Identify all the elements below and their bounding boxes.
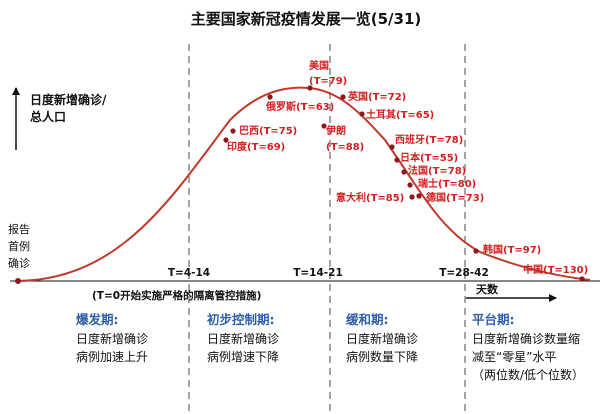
country-label-germany: 德国(T=73)	[425, 191, 484, 204]
country-label-japan: 日本(T=55)	[400, 151, 458, 164]
origin-label-line1: 报告	[8, 222, 30, 236]
marker-usa	[307, 85, 313, 91]
country-label-uk: 英国(T=72)	[347, 90, 406, 103]
country-label-switzerland: 瑞士(T=80)	[418, 177, 476, 190]
marker-korea	[473, 248, 479, 254]
country-label-turkey: 土耳其(T=65)	[366, 108, 434, 121]
marker-iran	[321, 123, 327, 129]
marker-japan	[394, 157, 400, 163]
marker-germany	[416, 193, 422, 199]
phase-plateau-desc-3: （两位数/低个位数）	[472, 367, 584, 382]
diagram-title: 主要国家新冠疫情发展一览(5/31)	[191, 10, 422, 28]
marker-brazil	[230, 128, 236, 134]
origin-point	[15, 278, 21, 284]
country-label-usa-t: (T=79)	[309, 76, 347, 87]
y-axis-label-line2: 总人口	[30, 109, 66, 124]
time-mark-2: T=14-21	[293, 267, 343, 279]
country-label-iran-t: (T=88)	[326, 142, 364, 153]
country-label-india: 印度(T=69)	[227, 140, 285, 153]
marker-france	[401, 169, 407, 175]
phase-outbreak-desc-2: 病例加速上升	[76, 349, 148, 364]
phase-ease-name: 缓和期:	[346, 312, 389, 327]
marker-italy	[409, 194, 415, 200]
marker-china	[579, 276, 585, 282]
time-mark-1: T=4-14	[168, 267, 210, 279]
x-axis-label: 天数	[476, 282, 499, 296]
phase-control-desc-1: 日度新增确诊	[207, 331, 279, 346]
country-label-korea: 韩国(T=97)	[483, 243, 541, 256]
marker-switzerland	[407, 182, 413, 188]
phase-outbreak-desc-1: 日度新增确诊	[76, 331, 148, 346]
phase-ease-desc-2: 病例数量下降	[346, 349, 418, 364]
country-label-usa: 美国	[309, 59, 329, 72]
marker-spain	[389, 144, 395, 150]
origin-label-line2: 首例	[8, 239, 30, 253]
phase-control-desc-2: 病例增速下降	[207, 349, 279, 364]
phase-plateau-name: 平台期:	[472, 312, 515, 327]
marker-uk	[340, 94, 346, 100]
phase-outbreak-name: 爆发期:	[76, 312, 119, 327]
time-mark-3: T=28-42	[439, 267, 489, 279]
country-label-spain: 西班牙(T=78)	[395, 133, 463, 146]
country-label-russia: 俄罗斯(T=63)	[265, 100, 334, 113]
country-label-iran: 伊朗	[325, 124, 346, 137]
phase-plateau-desc-2: 减至“零星”水平	[472, 350, 556, 364]
marker-india	[223, 137, 229, 143]
country-label-france: 法国(T=78)	[408, 164, 466, 177]
quarantine-note: (T=0开始实施严格的隔离管控措施)	[92, 289, 261, 302]
epidemic-curve	[17, 86, 591, 282]
origin-label-line3: 确诊	[8, 256, 30, 270]
phase-control-name: 初步控制期:	[207, 312, 275, 327]
phase-plateau-desc-1: 日度新增确诊数量缩	[472, 331, 580, 346]
country-label-brazil: 巴西(T=75)	[239, 125, 297, 137]
y-axis-label-line1: 日度新增确诊/	[30, 92, 107, 107]
marker-turkey	[359, 111, 365, 117]
phase-ease-desc-1: 日度新增确诊	[346, 331, 418, 346]
country-label-italy: 意大利(T=85)	[336, 191, 404, 204]
marker-russia	[267, 94, 273, 100]
country-label-china: 中国(T=130)	[523, 263, 588, 276]
